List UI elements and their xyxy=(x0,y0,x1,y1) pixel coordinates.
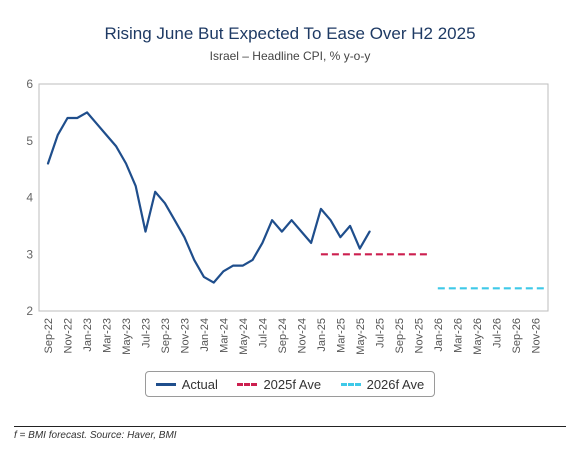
legend-swatch-actual xyxy=(155,382,176,386)
legend-label-2026f-ave: 2026f Ave xyxy=(366,376,425,392)
x-tick-label: Mar-23 xyxy=(101,318,113,353)
x-tick-label: Sep-26 xyxy=(511,318,523,353)
x-tick-label: Mar-24 xyxy=(218,318,230,353)
x-tick-label: May-25 xyxy=(355,318,367,355)
chart-legend: Actual 2025f Ave 2026f Ave xyxy=(145,371,435,397)
x-tick-label: Nov-22 xyxy=(62,318,74,353)
x-tick-label: Jul-24 xyxy=(257,318,269,348)
x-tick-label: Jul-25 xyxy=(374,318,386,348)
y-tick-label: 2 xyxy=(26,304,33,318)
x-tick-label: May-26 xyxy=(472,318,484,355)
x-tick-label: Jul-23 xyxy=(140,318,152,348)
x-tick-label: May-23 xyxy=(121,318,133,355)
x-tick-label: Jul-26 xyxy=(491,318,503,348)
legend-label-2025f-ave: 2025f Ave xyxy=(263,376,322,392)
x-tick-label: Jan-25 xyxy=(316,318,328,352)
x-tick-label: Sep-23 xyxy=(160,318,172,353)
plot-frame xyxy=(38,83,549,312)
legend-item-2025f-ave: 2025f Ave xyxy=(237,377,321,392)
x-tick-label: Mar-25 xyxy=(335,318,347,353)
legend-swatch-2026f-ave xyxy=(340,382,361,386)
x-tick-label: Sep-22 xyxy=(43,318,55,353)
x-tick-label: Sep-24 xyxy=(277,318,289,353)
footer-divider xyxy=(14,426,566,427)
y-tick-label: 3 xyxy=(26,247,33,261)
x-tick-label: Jan-24 xyxy=(199,318,211,352)
legend-item-2026f-ave: 2026f Ave xyxy=(340,376,425,392)
legend-swatch-2025f-ave xyxy=(237,382,258,386)
x-tick-label: Mar-26 xyxy=(452,318,464,353)
legend-item-actual: Actual xyxy=(155,376,218,392)
x-tick-label: Nov-23 xyxy=(179,318,191,353)
chart-title: Rising June But Expected To Ease Over H2… xyxy=(104,24,476,43)
series-line-actual xyxy=(46,111,371,284)
x-tick-label: May-24 xyxy=(238,318,250,355)
line-chart: 2 3 4 5 6 Sep-22 Nov-22 Jan-23 Mar-23 May-23 Jul-… xyxy=(26,77,549,355)
y-tick-label: 5 xyxy=(26,134,33,148)
legend-label-actual: Actual xyxy=(181,376,218,392)
x-tick-label: Sep-25 xyxy=(394,318,406,353)
x-tick-label: Jan-23 xyxy=(82,318,94,352)
x-tick-label: Nov-24 xyxy=(296,318,308,353)
chart-subtitle: Israel – Headline CPI, % y-o-y xyxy=(209,49,371,63)
x-tick-label: Nov-25 xyxy=(413,318,425,353)
x-tick-label: Nov-26 xyxy=(530,318,542,353)
y-tick-label: 6 xyxy=(26,77,33,91)
x-tick-label: Jan-26 xyxy=(433,318,445,352)
y-tick-label: 4 xyxy=(26,191,33,205)
source-footnote: f = BMI forecast. Source: Haver, BMI xyxy=(14,430,177,441)
